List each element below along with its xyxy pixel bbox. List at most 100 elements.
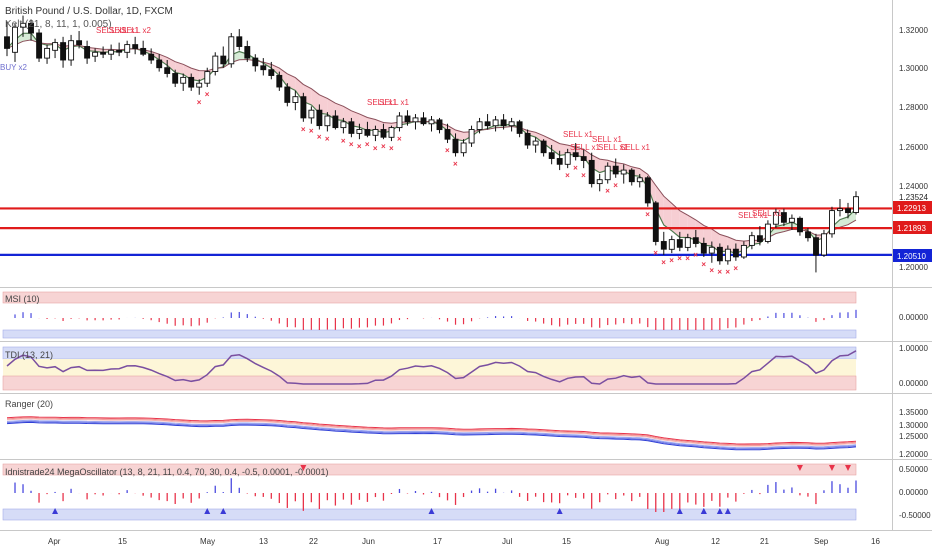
time-tick: 15: [562, 537, 571, 546]
candle: [838, 209, 843, 211]
candle: [413, 118, 418, 122]
sell-signal-label: SELL x2: [121, 26, 151, 35]
candle: [277, 75, 282, 87]
candle: [421, 118, 426, 124]
tdi-panel[interactable]: [3, 347, 856, 390]
sell-marker: ×: [373, 144, 378, 153]
sell-marker: ×: [349, 140, 354, 149]
candle: [806, 232, 811, 238]
candle: [341, 122, 346, 128]
tdi-axis-tick: 0.00000: [899, 379, 928, 388]
candle: [814, 238, 819, 255]
candle: [213, 56, 218, 71]
candle: [13, 27, 18, 52]
ranger-lines: [7, 417, 856, 450]
candle: [725, 249, 730, 261]
sell-marker: ×: [389, 144, 394, 153]
msi-panel[interactable]: [3, 292, 856, 338]
candle: [437, 120, 442, 130]
last-price-label: 1.23524: [899, 193, 928, 202]
candle: [709, 247, 714, 253]
price-tick: 1.20000: [899, 263, 928, 272]
candle: [197, 83, 202, 87]
candle: [85, 47, 90, 59]
time-tick: 15: [118, 537, 127, 546]
sell-marker: ×: [709, 266, 714, 275]
candle: [237, 37, 242, 47]
candle: [854, 197, 859, 213]
buy-signal-label: BUY x2: [0, 63, 28, 72]
time-tick: 21: [760, 537, 769, 546]
mega-axis-tick: 0.00000: [899, 488, 928, 497]
price-tick: 1.30000: [899, 64, 928, 73]
candle: [557, 159, 562, 165]
time-tick: 16: [871, 537, 880, 546]
candle: [581, 157, 586, 161]
candle: [846, 209, 851, 213]
sell-marker: ×: [613, 181, 618, 190]
mega-axis-tick: 0.50000: [899, 465, 928, 474]
candle: [822, 234, 827, 255]
candle: [477, 122, 482, 130]
candle: [621, 170, 626, 174]
time-tick: 17: [433, 537, 442, 546]
candle: [573, 153, 578, 157]
candle: [765, 224, 770, 241]
candle: [269, 70, 274, 76]
sell-marker: ×: [605, 187, 610, 196]
candle: [517, 122, 522, 134]
time-tick: 22: [309, 537, 318, 546]
price-tick: 1.32000: [899, 26, 928, 35]
sell-marker: ×: [365, 140, 370, 149]
sell-signal-label: SELL x1: [570, 143, 600, 152]
candle: [549, 153, 554, 159]
candle: [733, 249, 738, 257]
price-axis[interactable]: 1.32000 1.30000 1.28000 1.26000 1.24000 …: [893, 26, 932, 272]
candle: [285, 87, 290, 102]
support-1-label: 1.20510: [897, 252, 926, 261]
resistance-2-label: 1.21893: [897, 224, 926, 233]
candle: [317, 110, 322, 125]
candle: [141, 48, 146, 54]
candle: [189, 77, 194, 87]
ranger-panel[interactable]: [7, 417, 856, 450]
candle: [405, 116, 410, 122]
candle: [781, 213, 786, 223]
candle: [629, 170, 634, 182]
candle: [469, 130, 474, 144]
candle: [309, 110, 314, 118]
candle: [525, 133, 530, 145]
sell-signal-label: SELL x1: [563, 130, 593, 139]
candle: [637, 178, 642, 182]
candle: [293, 97, 298, 103]
candle: [429, 120, 434, 124]
candle: [645, 178, 650, 203]
candle: [389, 128, 394, 138]
time-tick: Apr: [48, 537, 61, 546]
sell-marker: ×: [581, 171, 586, 180]
time-axis[interactable]: Apr 15 May 13 22 Jun 17 Jul 15 Aug 12 21…: [48, 537, 880, 546]
price-tick: 1.26000: [899, 143, 928, 152]
candle: [749, 236, 754, 246]
sell-marker: ×: [397, 134, 402, 143]
candle: [501, 120, 506, 126]
candle: [685, 238, 690, 248]
sell-marker: ×: [309, 127, 314, 136]
sell-marker: ×: [301, 125, 306, 134]
msi-histogram: [7, 310, 856, 330]
candle: [301, 97, 306, 118]
candle: [165, 68, 170, 74]
candle: [109, 50, 114, 54]
time-tick: 12: [711, 537, 720, 546]
candle: [101, 52, 106, 54]
sell-marker: ×: [325, 134, 330, 143]
candle: [173, 74, 178, 84]
candle: [253, 58, 258, 66]
candle: [5, 37, 10, 49]
sell-marker: ×: [653, 248, 658, 257]
candle: [93, 52, 98, 56]
candle: [533, 141, 538, 145]
msi-lower-band: [3, 330, 856, 338]
